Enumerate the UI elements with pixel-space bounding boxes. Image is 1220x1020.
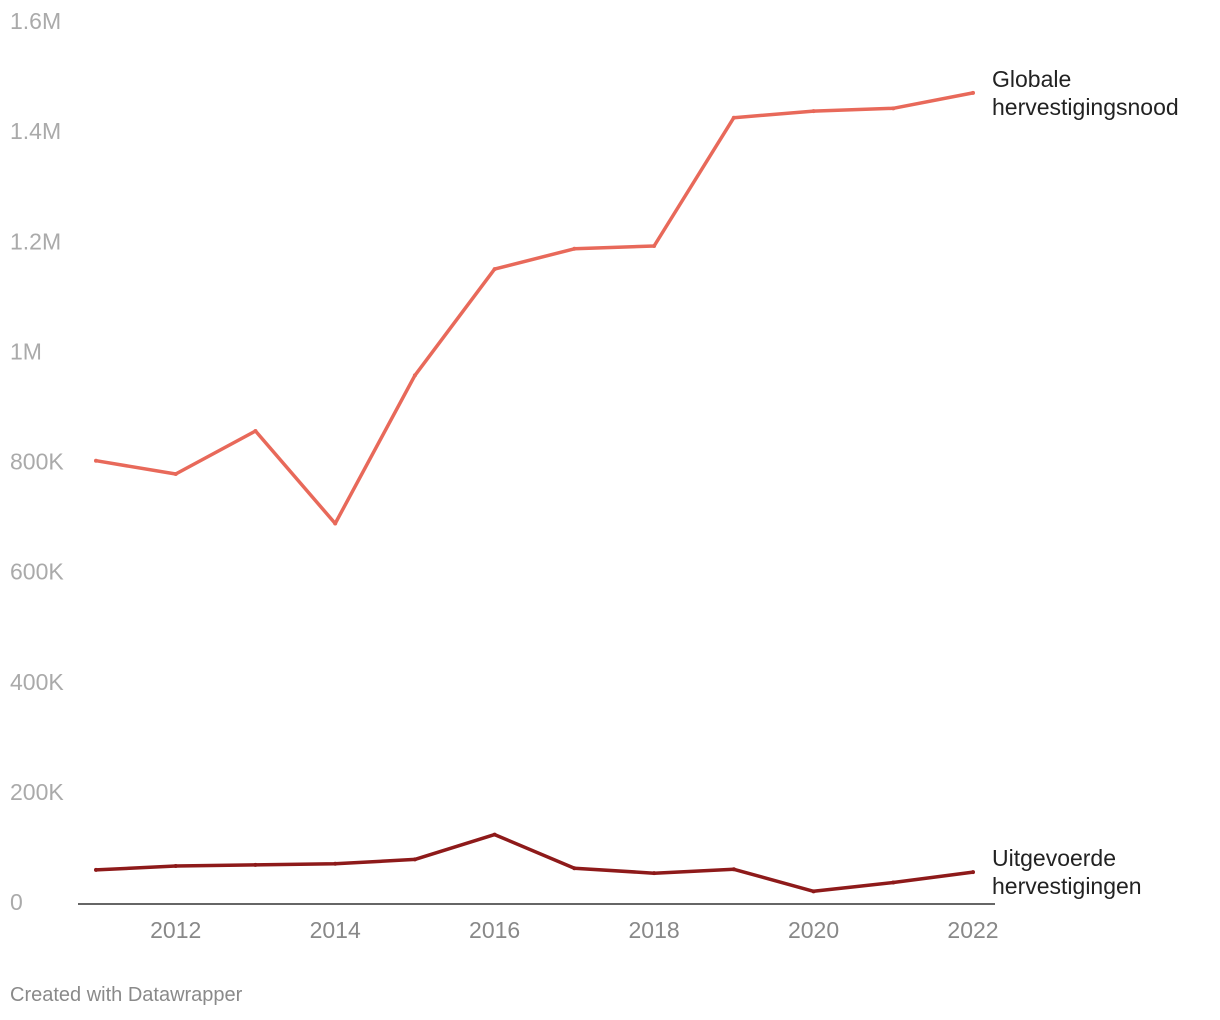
data-point bbox=[811, 109, 816, 114]
x-tick-label: 2018 bbox=[629, 917, 680, 943]
data-point bbox=[253, 429, 258, 434]
series-label-2: Uitgevoerde hervestigingen bbox=[992, 845, 1142, 899]
series-labels: Globale hervestigingsnood Uitgevoerde herve… bbox=[992, 66, 1179, 899]
data-point bbox=[173, 864, 178, 869]
data-point bbox=[971, 870, 975, 875]
data-point bbox=[891, 106, 896, 111]
x-tick-label: 2014 bbox=[310, 917, 361, 943]
y-tick-label: 1.2M bbox=[10, 228, 61, 254]
y-tick-label: 1.6M bbox=[10, 8, 61, 34]
data-point bbox=[652, 871, 657, 876]
series-line-1 bbox=[94, 91, 975, 526]
x-tick-label: 2016 bbox=[469, 917, 520, 943]
data-point bbox=[652, 244, 657, 249]
y-tick-label: 800K bbox=[10, 449, 64, 475]
data-point bbox=[811, 889, 816, 894]
data-point bbox=[412, 857, 417, 862]
y-tick-label: 1M bbox=[10, 338, 42, 364]
data-point bbox=[173, 471, 178, 476]
series-lines bbox=[94, 90, 975, 894]
data-point bbox=[731, 115, 736, 120]
data-point bbox=[572, 866, 577, 871]
y-tick-label: 400K bbox=[10, 669, 64, 695]
series-line-2 bbox=[94, 832, 975, 894]
x-tick-label: 2020 bbox=[788, 917, 839, 943]
data-point bbox=[492, 832, 497, 837]
data-point bbox=[572, 246, 577, 251]
data-point bbox=[731, 867, 736, 872]
y-tick-label: 600K bbox=[10, 559, 64, 585]
y-tick-label: 1.4M bbox=[10, 118, 61, 144]
data-point bbox=[333, 861, 338, 866]
x-tick-label: 2022 bbox=[947, 917, 998, 943]
series-label-1: Globale hervestigingsnood bbox=[992, 66, 1179, 120]
y-tick-label: 200K bbox=[10, 779, 64, 805]
y-axis-ticks: 0 200K 400K 600K 800K 1M 1.2M 1.4M 1.6M bbox=[10, 8, 64, 915]
data-point bbox=[333, 521, 338, 526]
footer-credit: Created with Datawrapper bbox=[10, 984, 243, 1006]
y-tick-label: 0 bbox=[10, 889, 23, 915]
data-point bbox=[891, 880, 896, 885]
data-point bbox=[253, 862, 258, 867]
x-tick-label: 2012 bbox=[150, 917, 201, 943]
data-point bbox=[492, 267, 497, 272]
x-axis-ticks: 2012 2014 2016 2018 2020 2022 bbox=[150, 917, 998, 943]
data-point bbox=[412, 373, 417, 378]
data-point bbox=[94, 458, 98, 463]
data-point bbox=[94, 867, 98, 872]
line-chart: 0 200K 400K 600K 800K 1M 1.2M 1.4M 1.6M 2012 2014… bbox=[10, 8, 1179, 943]
data-point bbox=[971, 90, 975, 95]
